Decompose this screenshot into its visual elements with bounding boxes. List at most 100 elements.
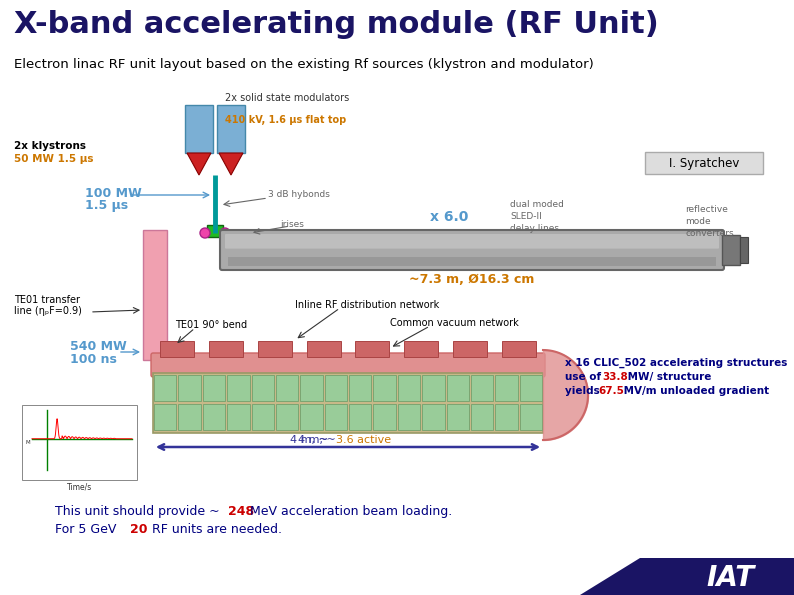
Bar [209,341,243,357]
Bar [404,341,438,357]
Bar [422,404,445,430]
Text: MeV acceleration beam loading.: MeV acceleration beam loading. [246,505,453,518]
Bar [202,404,225,430]
Bar [349,375,372,401]
Bar [179,375,201,401]
Text: IAT: IAT [706,564,754,592]
Bar [228,257,716,266]
Text: irises: irises [280,220,304,229]
Text: MV/m unloaded gradient: MV/m unloaded gradient [620,386,769,396]
Bar [227,404,249,430]
Text: 2x solid state modulators: 2x solid state modulators [225,93,349,103]
Bar [22,405,137,480]
Bar [306,341,341,357]
Text: Time/s: Time/s [67,483,92,492]
Text: I. Syratchev: I. Syratchev [669,156,739,170]
Bar [276,404,299,430]
Bar [740,237,748,263]
Text: 50 MW 1.5 μs: 50 MW 1.5 μs [14,154,94,164]
Bar [495,404,518,430]
Bar [519,404,542,430]
Text: 33.8: 33.8 [602,372,628,382]
Text: 2x klystrons: 2x klystrons [14,141,86,151]
Bar [300,404,322,430]
Polygon shape [580,558,794,595]
Bar [422,375,445,401]
Text: This unit should provide ~: This unit should provide ~ [55,505,220,518]
Text: Electron linac RF unit layout based on the existing Rf sources (klystron and mod: Electron linac RF unit layout based on t… [14,58,594,71]
Text: Inline RF distribution network: Inline RF distribution network [295,300,439,310]
Bar [179,404,201,430]
Bar [453,341,487,357]
FancyBboxPatch shape [220,230,724,270]
Text: x 16 CLIC_502 accelerating structures: x 16 CLIC_502 accelerating structures [565,358,788,368]
Text: M: M [25,440,30,445]
Bar [446,375,469,401]
Text: 100 ns: 100 ns [70,353,117,366]
Bar [722,235,740,265]
Text: ~: ~ [318,435,328,445]
Bar [300,375,322,401]
Text: X-band accelerating module (RF Unit): X-band accelerating module (RF Unit) [14,10,659,39]
Text: 3.6 active: 3.6 active [336,435,391,445]
Text: line (ηₚF=0.9): line (ηₚF=0.9) [14,306,82,316]
Polygon shape [187,153,211,175]
Text: use of: use of [565,372,605,382]
Text: x 6.0: x 6.0 [430,210,468,224]
Text: 100 MW: 100 MW [85,187,142,200]
Text: ~7.3 m, Ø16.3 cm: ~7.3 m, Ø16.3 cm [410,273,534,286]
Bar [185,105,213,153]
Bar [446,404,469,430]
Bar [355,341,389,357]
Bar [645,152,763,174]
Text: 4 m, ~: 4 m, ~ [299,435,336,445]
Bar [154,404,176,430]
Bar [160,341,195,357]
Bar [471,404,493,430]
Bar [227,375,249,401]
Bar [519,375,542,401]
Text: 1.5 μs: 1.5 μs [85,199,128,212]
Bar [154,375,176,401]
Text: 20: 20 [130,523,148,536]
Bar [258,341,292,357]
Bar [153,373,543,433]
Circle shape [200,228,210,238]
Bar [325,375,347,401]
Circle shape [220,228,230,238]
FancyBboxPatch shape [225,234,719,249]
Bar [252,375,274,401]
Text: 248: 248 [228,505,254,518]
Bar [143,230,167,360]
FancyBboxPatch shape [151,353,545,377]
Bar [373,404,395,430]
Text: MW/ structure: MW/ structure [624,372,711,382]
Text: For 5 GeV: For 5 GeV [55,523,125,536]
Bar [252,404,274,430]
Text: yields: yields [565,386,603,396]
Text: Common vacuum network: Common vacuum network [390,318,518,328]
Bar [398,375,420,401]
Text: 4 m, ~: 4 m, ~ [291,435,328,445]
Text: TE01 90° bend: TE01 90° bend [175,320,247,330]
Text: 540 MW: 540 MW [70,340,127,353]
Bar [276,375,299,401]
Bar [325,404,347,430]
Text: dual moded
SLED-II
delay lines: dual moded SLED-II delay lines [510,200,564,233]
Bar [471,375,493,401]
Text: 410 kV, 1.6 μs flat top: 410 kV, 1.6 μs flat top [225,115,346,125]
Text: reflective
mode
converters: reflective mode converters [685,205,734,237]
Bar [202,375,225,401]
Bar [217,105,245,153]
Bar [373,375,395,401]
Text: 3 dB hybonds: 3 dB hybonds [268,190,330,199]
Bar [495,375,518,401]
Bar [207,225,223,237]
Text: TE01 transfer: TE01 transfer [14,295,80,305]
Polygon shape [219,153,243,175]
Text: RF units are needed.: RF units are needed. [144,523,282,536]
Bar [502,341,536,357]
Bar [349,404,372,430]
Text: 67.5: 67.5 [598,386,624,396]
Bar [398,404,420,430]
